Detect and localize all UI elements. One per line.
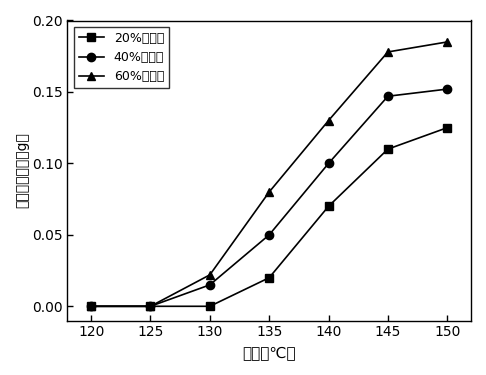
40%离子液 <box>266 232 272 237</box>
Line: 40%离子液: 40%离子液 <box>87 85 451 310</box>
20%离子液 <box>148 304 154 309</box>
20%离子液 <box>207 304 213 309</box>
Line: 60%离子液: 60%离子液 <box>87 38 451 310</box>
Line: 20%离子液: 20%离子液 <box>87 123 451 310</box>
60%离子液 <box>326 118 331 123</box>
Y-axis label: 析出的硫含量（g）: 析出的硫含量（g） <box>15 133 29 209</box>
60%离子液 <box>266 190 272 194</box>
40%离子液 <box>444 87 450 92</box>
X-axis label: 温度（℃）: 温度（℃） <box>243 345 296 360</box>
Legend: 20%离子液, 40%离子液, 60%离子液: 20%离子液, 40%离子液, 60%离子液 <box>74 27 169 88</box>
20%离子液 <box>326 204 331 209</box>
40%离子液 <box>326 161 331 166</box>
60%离子液 <box>444 40 450 44</box>
60%离子液 <box>207 273 213 277</box>
20%离子液 <box>266 276 272 280</box>
40%离子液 <box>207 283 213 287</box>
20%离子液 <box>88 304 94 309</box>
60%离子液 <box>385 50 391 54</box>
60%离子液 <box>148 304 154 309</box>
20%离子液 <box>444 125 450 130</box>
40%离子液 <box>385 94 391 99</box>
40%离子液 <box>88 304 94 309</box>
40%离子液 <box>148 304 154 309</box>
60%离子液 <box>88 304 94 309</box>
20%离子液 <box>385 147 391 152</box>
